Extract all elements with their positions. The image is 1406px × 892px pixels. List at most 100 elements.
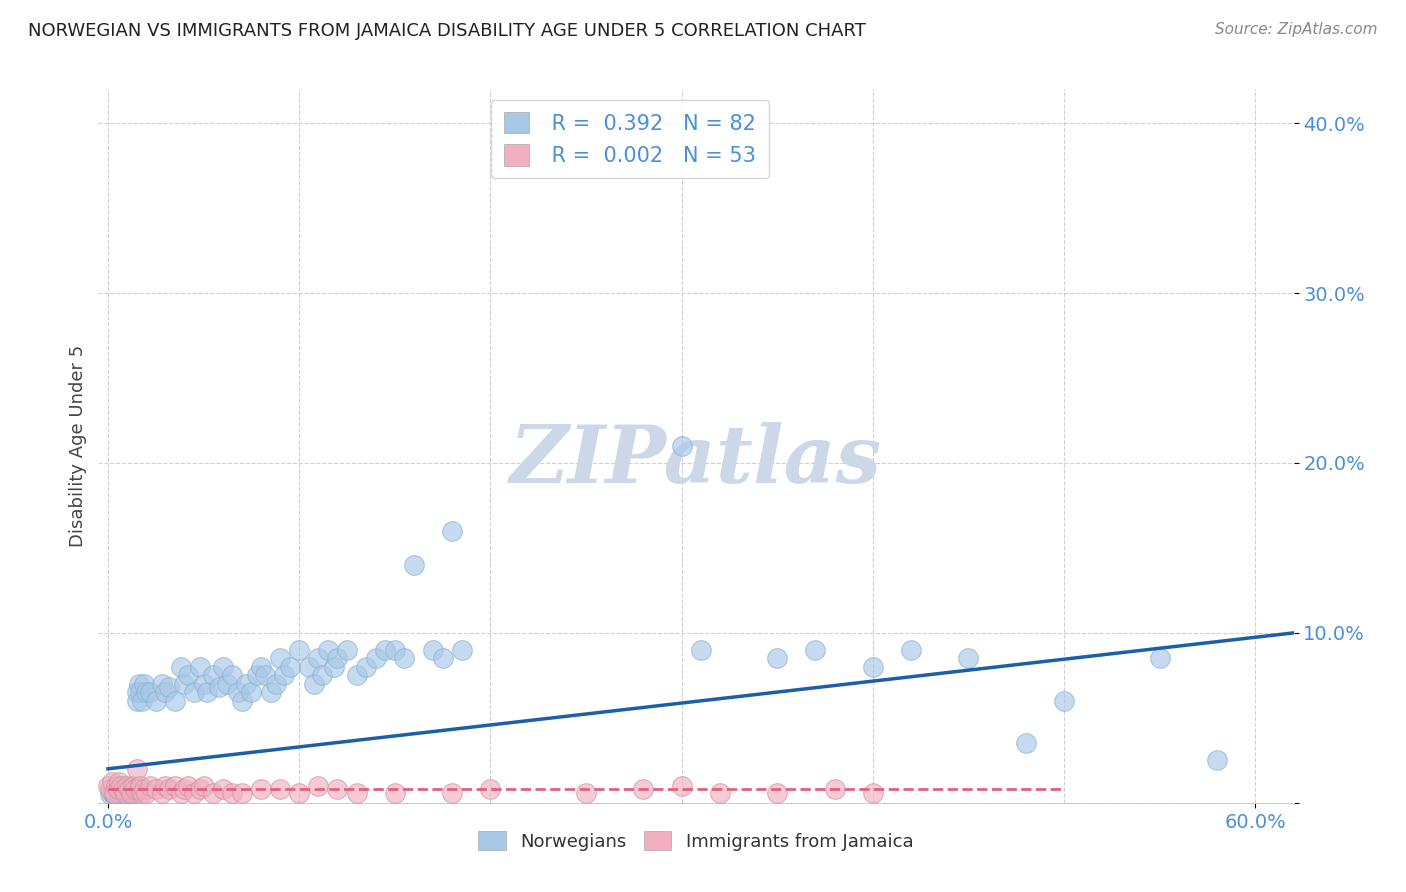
Point	[202, 668, 225, 682]
Point	[307, 651, 329, 665]
Point	[112, 784, 135, 798]
Point	[183, 685, 205, 699]
Point	[145, 694, 167, 708]
Point	[240, 685, 263, 699]
Point	[118, 787, 141, 801]
Point	[689, 643, 711, 657]
Point	[824, 782, 846, 797]
Point	[97, 779, 120, 793]
Text: NORWEGIAN VS IMMIGRANTS FROM JAMAICA DISABILITY AGE UNDER 5 CORRELATION CHART: NORWEGIAN VS IMMIGRANTS FROM JAMAICA DIS…	[28, 22, 866, 40]
Point	[288, 786, 311, 800]
Point	[269, 651, 291, 665]
Point	[709, 786, 731, 800]
Point	[120, 786, 142, 800]
Point	[134, 782, 156, 797]
Point	[120, 786, 142, 800]
Point	[121, 784, 143, 798]
Point	[250, 660, 273, 674]
Point	[346, 668, 368, 682]
Point	[259, 685, 281, 699]
Point	[422, 643, 444, 657]
Point	[157, 680, 180, 694]
Point	[215, 677, 238, 691]
Point	[114, 786, 136, 800]
Point	[307, 779, 329, 793]
Point	[671, 779, 693, 793]
Point	[163, 779, 186, 793]
Point	[163, 694, 186, 708]
Point	[231, 786, 253, 800]
Point	[101, 786, 124, 800]
Point	[441, 786, 464, 800]
Point	[246, 668, 269, 682]
Point	[1053, 694, 1076, 708]
Point	[108, 775, 131, 789]
Point	[139, 779, 162, 793]
Point	[402, 558, 425, 572]
Point	[103, 786, 125, 800]
Point	[384, 643, 406, 657]
Point	[110, 779, 132, 793]
Point	[211, 782, 233, 797]
Point	[129, 779, 152, 793]
Point	[273, 668, 295, 682]
Point	[98, 787, 121, 801]
Point	[208, 680, 231, 694]
Point	[169, 786, 191, 800]
Point	[633, 782, 655, 797]
Point	[115, 786, 138, 800]
Point	[125, 762, 148, 776]
Point	[1015, 736, 1038, 750]
Point	[128, 677, 150, 691]
Point	[346, 786, 368, 800]
Point	[121, 779, 143, 793]
Point	[118, 782, 141, 797]
Point	[326, 782, 349, 797]
Point	[211, 660, 233, 674]
Text: ZIPatlas: ZIPatlas	[510, 422, 882, 499]
Point	[264, 677, 287, 691]
Point	[336, 643, 359, 657]
Point	[103, 787, 125, 801]
Point	[364, 651, 387, 665]
Point	[128, 782, 150, 797]
Point	[226, 685, 249, 699]
Point	[1149, 651, 1171, 665]
Point	[110, 786, 132, 800]
Point	[441, 524, 464, 538]
Point	[231, 694, 253, 708]
Point	[107, 782, 129, 797]
Point	[671, 439, 693, 453]
Point	[183, 786, 205, 800]
Point	[900, 643, 922, 657]
Point	[150, 786, 173, 800]
Point	[155, 685, 177, 699]
Point	[193, 779, 215, 793]
Point	[804, 643, 827, 657]
Point	[135, 685, 157, 699]
Point	[134, 677, 156, 691]
Y-axis label: Disability Age Under 5: Disability Age Under 5	[69, 345, 87, 547]
Point	[173, 677, 195, 691]
Point	[177, 668, 200, 682]
Point	[862, 660, 884, 674]
Point	[316, 643, 339, 657]
Point	[394, 651, 416, 665]
Point	[139, 685, 162, 699]
Point	[374, 643, 396, 657]
Point	[288, 643, 311, 657]
Point	[766, 651, 789, 665]
Point	[221, 786, 243, 800]
Point	[311, 668, 333, 682]
Point	[188, 782, 211, 797]
Point	[107, 786, 129, 800]
Point	[479, 782, 502, 797]
Point	[322, 660, 344, 674]
Point	[104, 784, 127, 798]
Point	[235, 677, 257, 691]
Point	[125, 685, 148, 699]
Point	[114, 787, 136, 801]
Point	[169, 660, 191, 674]
Point	[384, 786, 406, 800]
Text: Source: ZipAtlas.com: Source: ZipAtlas.com	[1215, 22, 1378, 37]
